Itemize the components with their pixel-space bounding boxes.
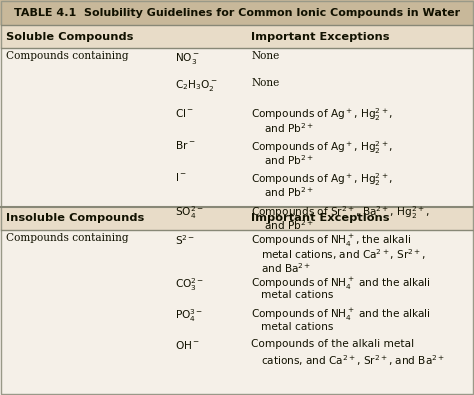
Text: Insoluble Compounds: Insoluble Compounds <box>6 213 144 224</box>
Text: Compounds of NH$\mathregular{_4^+}$ and the alkali: Compounds of NH$\mathregular{_4^+}$ and … <box>251 307 431 324</box>
Text: Compounds containing: Compounds containing <box>6 233 128 243</box>
Text: $\mathregular{CO_3^{2-}}$: $\mathregular{CO_3^{2-}}$ <box>175 276 205 293</box>
Text: TABLE 4.1  Solubility Guidelines for Common Ionic Compounds in Water: TABLE 4.1 Solubility Guidelines for Comm… <box>14 8 460 18</box>
Text: Important Exceptions: Important Exceptions <box>251 32 390 42</box>
Text: $\mathregular{C_2H_3O_2^-}$: $\mathregular{C_2H_3O_2^-}$ <box>175 78 218 93</box>
Text: Soluble Compounds: Soluble Compounds <box>6 32 133 42</box>
Text: $\mathregular{SO_4^{2-}}$: $\mathregular{SO_4^{2-}}$ <box>175 204 204 221</box>
Text: and Pb$\mathregular{^{2+}}$: and Pb$\mathregular{^{2+}}$ <box>264 218 314 232</box>
Text: Compounds of Ag$\mathregular{^+}$, Hg$\mathregular{_2^{2+}}$,: Compounds of Ag$\mathregular{^+}$, Hg$\m… <box>251 139 393 156</box>
Text: Compounds of NH$\mathregular{_4^+}$ and the alkali: Compounds of NH$\mathregular{_4^+}$ and … <box>251 276 431 292</box>
Text: $\mathregular{Cl^-}$: $\mathregular{Cl^-}$ <box>175 107 194 118</box>
Text: Compounds of the alkali metal: Compounds of the alkali metal <box>251 339 414 349</box>
Text: cations, and Ca$\mathregular{^{2+}}$, Sr$\mathregular{^{2+}}$, and Ba$\mathregul: cations, and Ca$\mathregular{^{2+}}$, Sr… <box>261 353 445 368</box>
FancyBboxPatch shape <box>0 25 474 48</box>
Text: $\mathregular{OH^-}$: $\mathregular{OH^-}$ <box>175 339 201 351</box>
Text: Important Exceptions: Important Exceptions <box>251 213 390 224</box>
Text: None: None <box>251 51 280 61</box>
Text: Compounds containing: Compounds containing <box>6 51 128 61</box>
Text: $\mathregular{Br^-}$: $\mathregular{Br^-}$ <box>175 139 196 151</box>
Text: and Pb$\mathregular{^{2+}}$: and Pb$\mathregular{^{2+}}$ <box>264 121 314 135</box>
Text: metal cations: metal cations <box>261 290 333 300</box>
Text: $\mathregular{PO_4^{3-}}$: $\mathregular{PO_4^{3-}}$ <box>175 307 203 324</box>
Text: metal cations: metal cations <box>261 322 333 331</box>
Text: and Pb$\mathregular{^{2+}}$: and Pb$\mathregular{^{2+}}$ <box>264 153 314 167</box>
Text: $\mathregular{S^{2-}}$: $\mathregular{S^{2-}}$ <box>175 233 196 247</box>
Text: and Pb$\mathregular{^{2+}}$: and Pb$\mathregular{^{2+}}$ <box>264 186 314 199</box>
Text: metal cations, and Ca$\mathregular{^{2+}}$, Sr$\mathregular{^{2+}}$,: metal cations, and Ca$\mathregular{^{2+}… <box>261 247 426 262</box>
FancyBboxPatch shape <box>0 0 474 25</box>
Text: Compounds of Ag$\mathregular{^+}$, Hg$\mathregular{_2^{2+}}$,: Compounds of Ag$\mathregular{^+}$, Hg$\m… <box>251 171 393 188</box>
Text: Compounds of Ag$\mathregular{^+}$, Hg$\mathregular{_2^{2+}}$,: Compounds of Ag$\mathregular{^+}$, Hg$\m… <box>251 107 393 124</box>
Text: Compounds of Sr$\mathregular{^{2+}}$, Ba$\mathregular{^{2+}}$, Hg$\mathregular{_: Compounds of Sr$\mathregular{^{2+}}$, Ba… <box>251 204 430 221</box>
FancyBboxPatch shape <box>0 207 474 230</box>
Text: $\mathregular{NO_3^-}$: $\mathregular{NO_3^-}$ <box>175 51 201 66</box>
Text: None: None <box>251 78 280 88</box>
Text: Compounds of NH$\mathregular{_4^+}$, the alkali: Compounds of NH$\mathregular{_4^+}$, the… <box>251 233 411 249</box>
Text: $\mathregular{I^-}$: $\mathregular{I^-}$ <box>175 171 187 183</box>
Text: and Ba$\mathregular{^{2+}}$: and Ba$\mathregular{^{2+}}$ <box>261 261 311 275</box>
